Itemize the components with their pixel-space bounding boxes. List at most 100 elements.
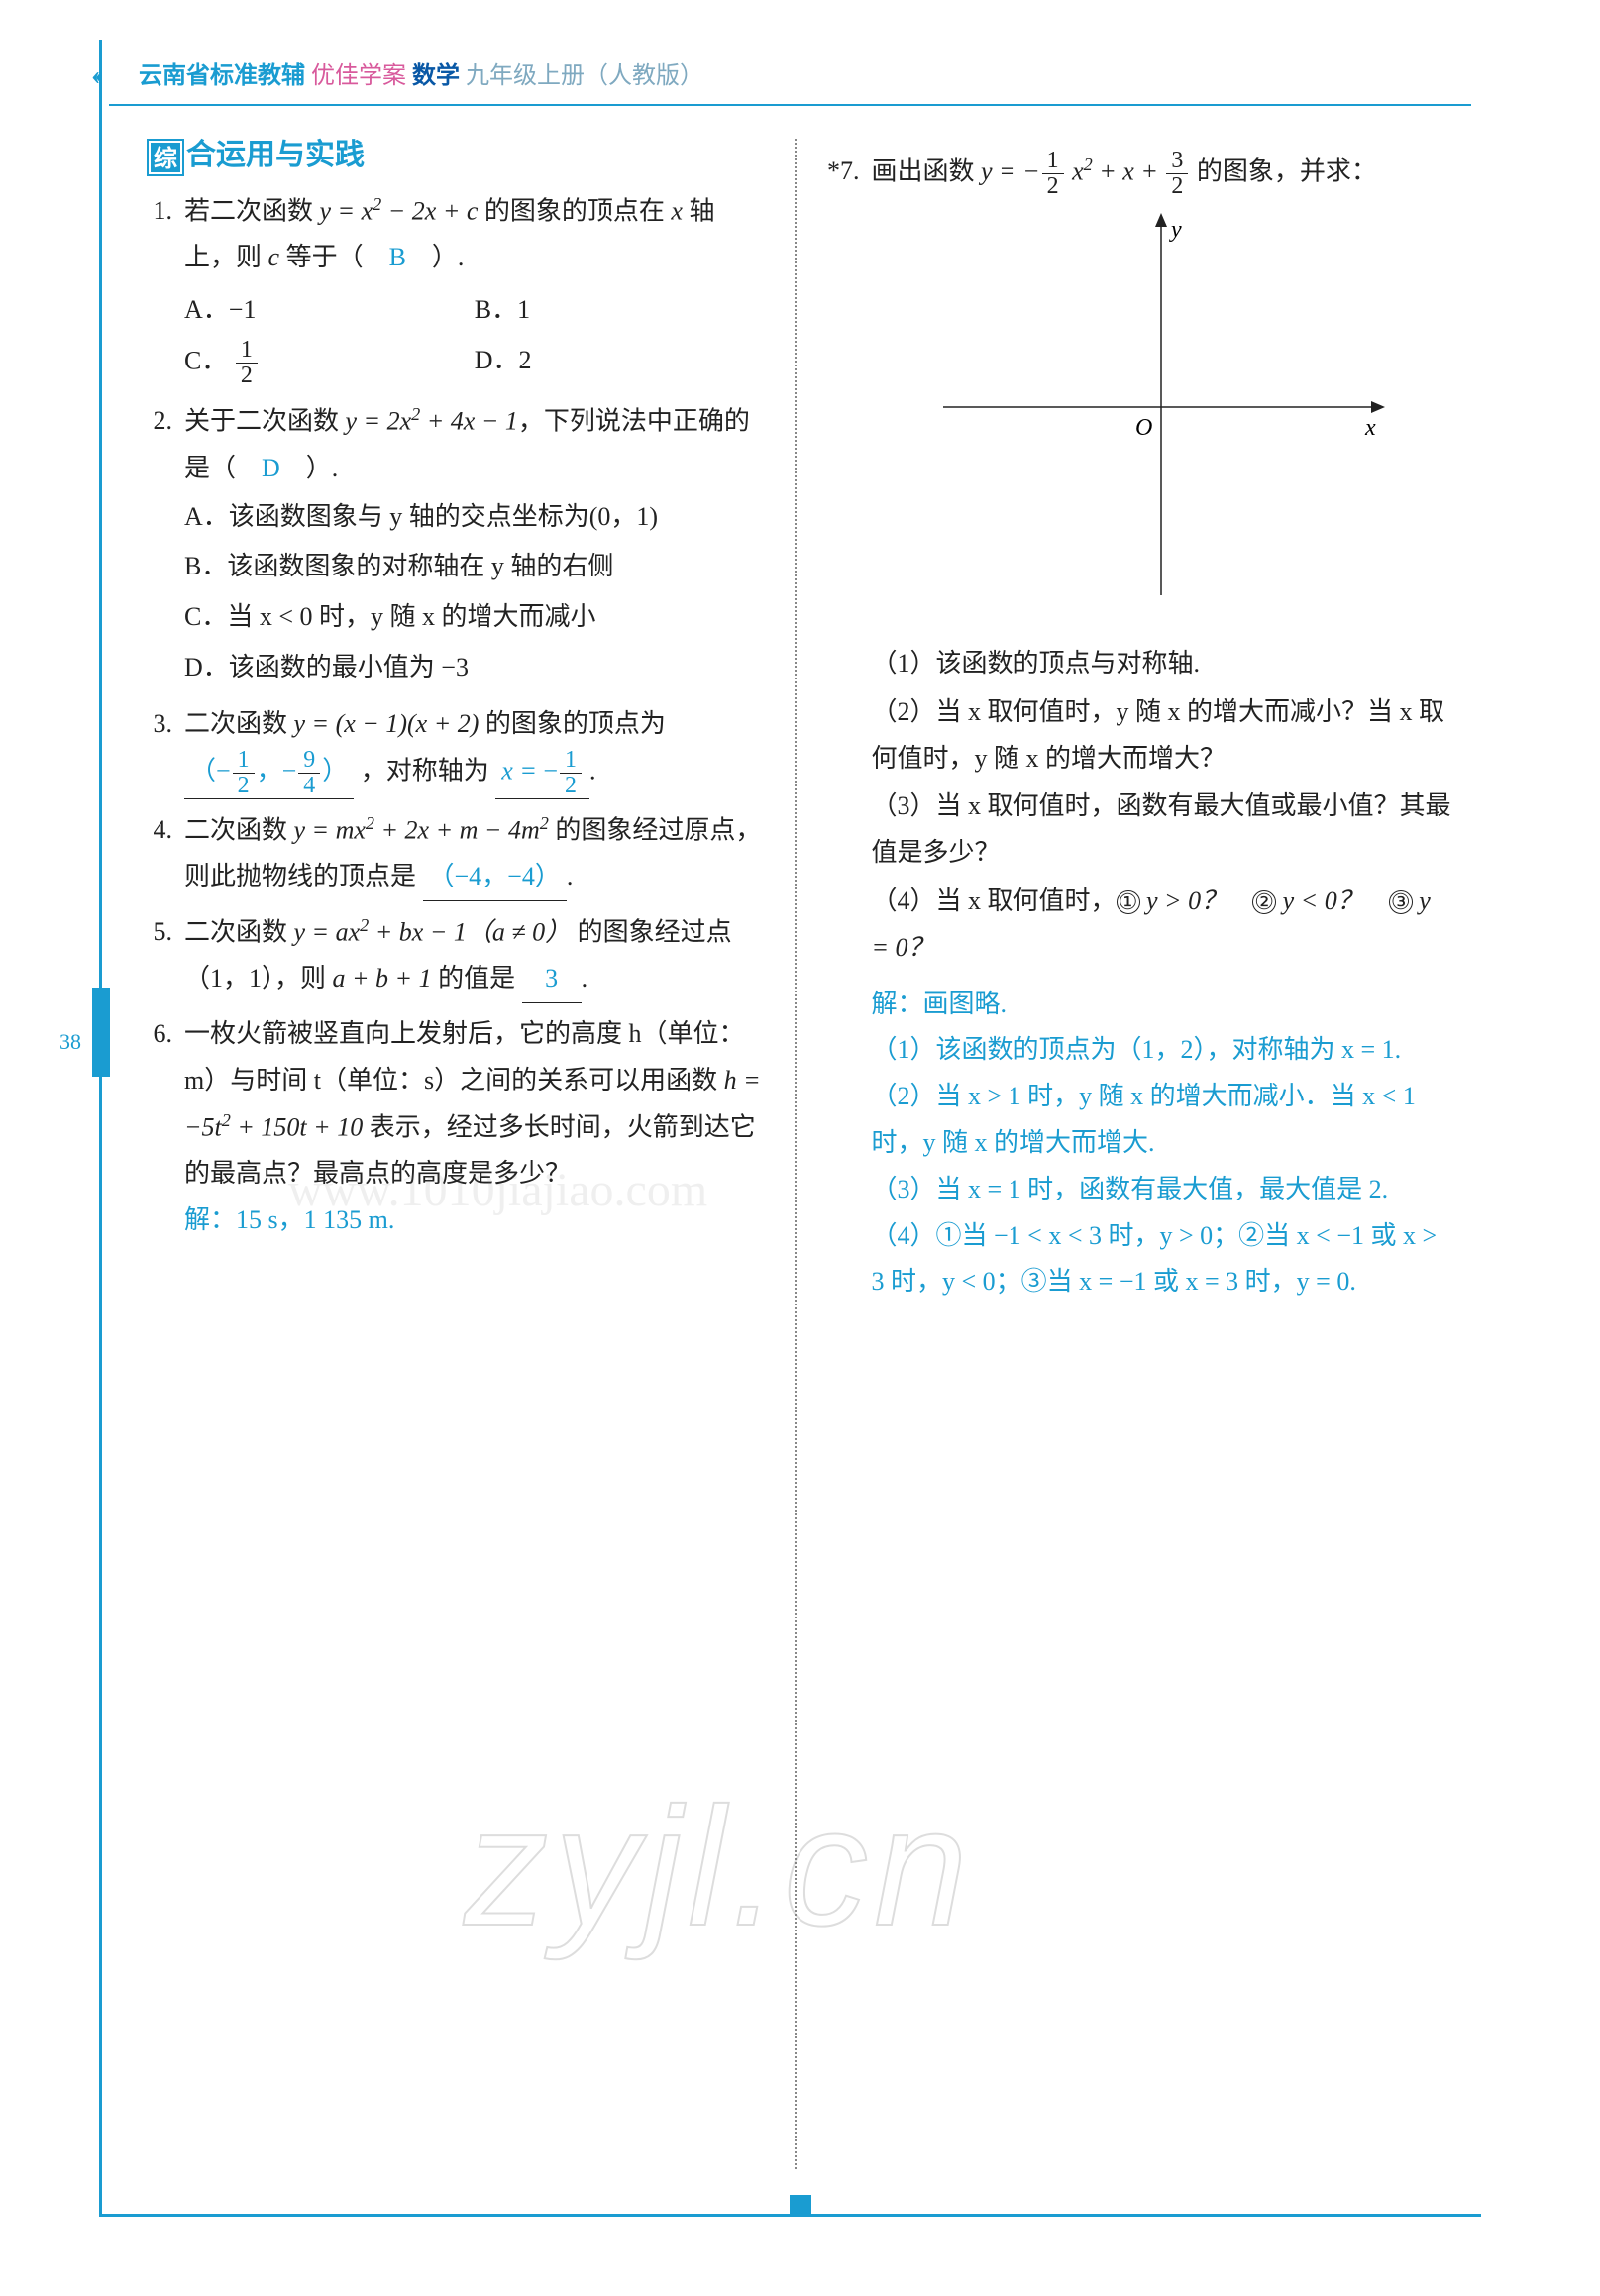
q7-c3: ③ xyxy=(1389,890,1413,914)
q7-fr2d: 2 xyxy=(1166,174,1188,199)
q7-sol4: （4）①当 −1 < x < 3 时，y > 0；②当 x < −1 或 x >… xyxy=(872,1213,1452,1306)
q7-t2: 的图象，并求： xyxy=(1190,157,1377,186)
q7-number: *7. xyxy=(826,149,872,1305)
q1-body: 若二次函数 y = x2 − 2x + c 的图象的顶点在 x 轴上，则 c 等… xyxy=(184,188,765,390)
q7-s41: y > 0？ xyxy=(1146,887,1227,915)
q7-fr1d: 2 xyxy=(1042,174,1064,199)
q2-eq: y = 2x xyxy=(346,407,412,436)
q5-answer: 3 xyxy=(522,956,582,1003)
page-header: ‹‹ 云南省标准教辅 优佳学案 数学 九年级上册（人教版） xyxy=(109,50,1471,106)
q4-answer: （−4，−4） xyxy=(423,854,567,901)
q3-a1-pre: （− xyxy=(190,756,231,784)
q6-sol-text: 15 s，1 135 m. xyxy=(236,1205,394,1234)
q7-sub3: （3）当 x 取何值时，函数有最大值或最小值？其最值是多少？ xyxy=(872,783,1452,877)
left-column: 1. 若二次函数 y = x2 − 2x + c 的图象的顶点在 x 轴上，则 … xyxy=(139,178,765,2169)
q7-sol-head: 解：画图略. xyxy=(872,982,1452,1028)
q3-t1: 二次函数 xyxy=(184,709,294,738)
q4-t1: 二次函数 xyxy=(184,815,294,844)
q1-optB: B．1 xyxy=(475,285,765,336)
header-sub: 优佳学案 xyxy=(311,63,406,89)
q1-optA: A．−1 xyxy=(184,285,475,336)
q2-optC: C．当 x < 0 时，y 随 x 的增大而减小 xyxy=(184,592,765,643)
footer-decoration xyxy=(790,2195,811,2217)
q1-eq: y = x xyxy=(320,197,373,226)
q3-answer2: x = −12 xyxy=(495,748,589,799)
q4-number: 4. xyxy=(139,807,184,901)
q7-sub1: （1）该函数的顶点与对称轴. xyxy=(872,641,1452,687)
q5-exp: 2 xyxy=(360,915,369,935)
q3-answer1: （−12，−94） xyxy=(184,748,354,799)
q6-solution: 解：15 s，1 135 m. xyxy=(184,1198,765,1244)
q7-body: 画出函数 y = −12 x2 + x + 32 的图象，并求： yxO （1）… xyxy=(872,149,1452,1305)
q4-t3: . xyxy=(567,862,574,890)
q7-exp: 2 xyxy=(1084,155,1093,174)
q7-sol1: （1）该函数的顶点为（1，2），对称轴为 x = 1. xyxy=(872,1027,1452,1074)
q7-solution: 解：画图略. （1）该函数的顶点为（1，2），对称轴为 x = 1. （2）当 … xyxy=(872,982,1452,1306)
q2-optB: B．该函数图象的对称轴在 y 轴的右侧 xyxy=(184,542,765,592)
q4-eq2: + 2x + m − 4m xyxy=(374,815,540,844)
q1-optC-pre: C． xyxy=(184,347,227,375)
svg-text:y: y xyxy=(1169,217,1182,243)
q1-answer: B xyxy=(389,243,406,271)
q1-c: c xyxy=(268,243,280,271)
q7-c2: ② xyxy=(1252,890,1276,914)
q6-sol-label: 解： xyxy=(184,1205,236,1234)
q6-body: 一枚火箭被竖直向上发射后，它的高度 h（单位：m）与时间 t（单位：s）之间的关… xyxy=(184,1011,765,1244)
q3-a1-mid: ，− xyxy=(257,756,297,784)
q1-optC: C． 12 xyxy=(184,336,475,390)
q7-eqh: y = − xyxy=(981,157,1040,186)
q7-sol2: （2）当 x > 1 时，y 随 x 的增大而减小．当 x < 1 时，y 随 … xyxy=(872,1074,1452,1167)
content-columns: 1. 若二次函数 y = x2 − 2x + c 的图象的顶点在 x 轴上，则 … xyxy=(139,178,1451,2169)
q1-optD: D．2 xyxy=(475,336,765,390)
question-3: 3. 二次函数 y = (x − 1)(x + 2) 的图象的顶点为 （−12，… xyxy=(139,701,765,799)
coordinate-axes-icon: yxO xyxy=(933,209,1389,605)
question-2: 2. 关于二次函数 y = 2x2 + 4x − 1，下列说法中正确的是（ D … xyxy=(139,398,765,692)
column-divider xyxy=(795,139,797,2169)
q4-exp: 2 xyxy=(366,813,374,833)
q5-eq2: + bx − 1（a ≠ 0） xyxy=(369,918,571,947)
q7-s4a: （4）当 x 取何值时， xyxy=(872,887,1117,915)
q7-t1: 画出函数 xyxy=(872,157,982,186)
q3-body: 二次函数 y = (x − 1)(x + 2) 的图象的顶点为 （−12，−94… xyxy=(184,701,765,799)
q7-fr1: 12 xyxy=(1042,149,1064,199)
q3-eq: y = (x − 1)(x + 2) xyxy=(294,709,480,738)
question-6: 6. 一枚火箭被竖直向上发射后，它的高度 h（单位：m）与时间 t（单位：s）之… xyxy=(139,1011,765,1244)
q7-fr2n: 3 xyxy=(1166,149,1188,174)
svg-text:O: O xyxy=(1135,415,1152,441)
q7-sol3: （3）当 x = 1 时，函数有最大值，最大值是 2. xyxy=(872,1167,1452,1213)
q4-body: 二次函数 y = mx2 + 2x + m − 4m2 的图象经过原点，则此抛物… xyxy=(184,807,765,901)
q3-a1d2: 4 xyxy=(298,774,320,798)
q2-eq2: + 4x − 1 xyxy=(420,407,518,436)
question-1: 1. 若二次函数 y = x2 − 2x + c 的图象的顶点在 x 轴上，则 … xyxy=(139,188,765,390)
q3-a1-post: ） xyxy=(322,756,348,784)
section-title: 综合运用与实践 xyxy=(149,129,365,182)
q1-t5: ）. xyxy=(406,243,465,271)
q7-c1: ① xyxy=(1117,890,1140,914)
q4-exp2: 2 xyxy=(540,813,549,833)
q7-fr1n: 1 xyxy=(1042,149,1064,174)
q3-number: 3. xyxy=(139,701,184,799)
q2-t1: 关于二次函数 xyxy=(184,407,346,436)
q7-sol0: 画图略. xyxy=(923,990,1008,1018)
q6-exp: 2 xyxy=(222,1110,231,1130)
q5-t3: 的值是 xyxy=(432,964,522,992)
q7-graph: yxO xyxy=(872,209,1452,621)
q1-optC-num: 1 xyxy=(236,338,258,364)
q1-number: 1. xyxy=(139,188,184,390)
q3-a1-f2: 94 xyxy=(298,748,320,798)
q3-a1n2: 9 xyxy=(298,748,320,774)
q7-sub2: （2）当 x 取何值时，y 随 x 的增大而减小？当 x 取何值时，y 随 x … xyxy=(872,689,1452,783)
q2-exp: 2 xyxy=(411,404,420,424)
q5-t1: 二次函数 xyxy=(184,918,294,947)
q7-sol-label: 解： xyxy=(872,990,923,1018)
q7-sub4: （4）当 x 取何值时，① y > 0？ ② y < 0？ ③ y = 0？ xyxy=(872,879,1452,972)
question-5: 5. 二次函数 y = ax2 + bx − 1（a ≠ 0） 的图象经过点（1… xyxy=(139,909,765,1003)
q1-t1: 若二次函数 xyxy=(184,197,320,226)
header-grade: 九年级上册（人教版） xyxy=(466,63,703,89)
q1-optC-den: 2 xyxy=(236,364,258,388)
header-series: 云南省标准教辅 xyxy=(139,63,305,89)
q6-eq2: + 150t + 10 xyxy=(231,1112,363,1141)
q2-number: 2. xyxy=(139,398,184,692)
q5-eq3: a + b + 1 xyxy=(333,964,432,992)
q5-eq: y = ax xyxy=(294,918,361,947)
